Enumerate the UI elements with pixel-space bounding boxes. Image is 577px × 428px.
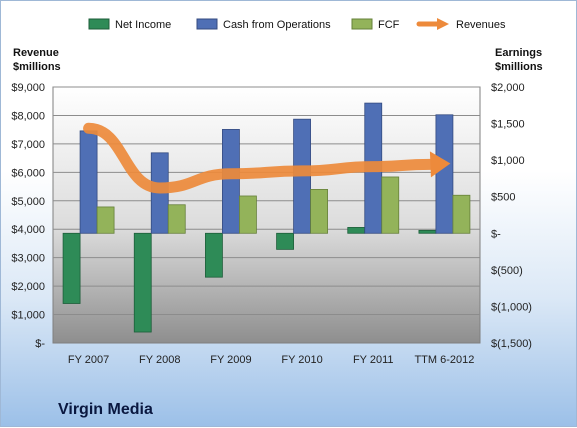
bar-net-income (62, 232, 81, 304)
legend-label-net-income: Net Income (115, 19, 171, 31)
right-tick-label: $(1,000) (491, 301, 532, 313)
legend-label-fcf: FCF (378, 19, 400, 31)
left-tick-label: $4,000 (11, 224, 45, 236)
x-tick-label: FY 2009 (210, 354, 251, 366)
left-tick-label: $5,000 (11, 196, 45, 208)
bar-fcf (310, 188, 328, 234)
legend-swatch-revenues-arrow (437, 18, 449, 30)
bar-fcf (381, 176, 400, 234)
left-tick-label: $8,000 (11, 110, 45, 122)
right-tick-label: $- (491, 228, 501, 240)
left-tick-label: $6,000 (11, 167, 45, 179)
revenues-arrowhead (429, 151, 451, 178)
bar-cash-from-operations (79, 130, 98, 234)
bar-fcf (96, 206, 115, 234)
legend-label-cash-from-operations: Cash from Operations (223, 19, 331, 31)
bar-net-income (418, 229, 437, 234)
bar-net-income (133, 232, 152, 333)
left-tick-label: $1,000 (11, 310, 45, 322)
bar-fcf (452, 194, 471, 234)
left-tick-label: $3,000 (11, 253, 45, 265)
left-axis-title-line1: Revenue (13, 47, 59, 59)
right-tick-label: $(500) (491, 265, 523, 277)
left-axis: $- $1,000 $2,000 $3,000 $4,000 $5,000 $6,000 $7… (11, 82, 45, 350)
bars-layer (62, 102, 471, 333)
bar-fcf (239, 195, 257, 234)
bar-net-income (347, 227, 366, 234)
revenues-line (83, 122, 436, 194)
x-tick-label: TTM 6-2012 (414, 354, 474, 366)
x-tick-label: FY 2010 (281, 354, 322, 366)
left-tick-label: $9,000 (11, 82, 45, 94)
legend-swatch-cash-from-operations (196, 18, 218, 30)
legend: Net Income Cash from Operations FCF Reve… (88, 18, 506, 31)
bar-cash-from-operations (435, 114, 454, 234)
left-tick-label: $2,000 (11, 281, 45, 293)
right-axis-title-line2: $millions (495, 61, 543, 73)
right-tick-label: $1,500 (491, 119, 525, 131)
legend-swatch-fcf (351, 18, 373, 30)
bar-fcf (167, 204, 186, 234)
bar-net-income (205, 232, 223, 278)
x-tick-label: FY 2011 (353, 354, 394, 366)
revenue-line-layer (83, 122, 451, 194)
right-tick-label: $1,000 (491, 155, 525, 167)
x-tick-label: FY 2007 (68, 354, 109, 366)
legend-swatch-net-income (88, 18, 110, 30)
right-tick-label: $(1,500) (491, 338, 532, 350)
bar-cash-from-operations (222, 129, 240, 234)
bar-net-income (276, 232, 294, 250)
x-axis: FY 2007 FY 2008 FY 2009 FY 2010 FY 2011 TTM 6… (68, 354, 474, 366)
right-tick-label: $500 (491, 192, 515, 204)
right-tick-label: $2,000 (491, 82, 525, 94)
company-name: Virgin Media (58, 401, 153, 418)
left-tick-label: $7,000 (11, 139, 45, 151)
left-axis-title-line2: $millions (13, 61, 61, 73)
right-axis: $(1,500) $(1,000) $(500) $- $500 $1,000 $1,500… (491, 82, 532, 350)
right-axis-title-line1: Earnings (495, 47, 542, 59)
legend-label-revenues: Revenues (456, 19, 506, 31)
left-tick-label: $- (35, 338, 45, 350)
x-tick-label: FY 2008 (139, 354, 180, 366)
plot-area (52, 86, 481, 344)
